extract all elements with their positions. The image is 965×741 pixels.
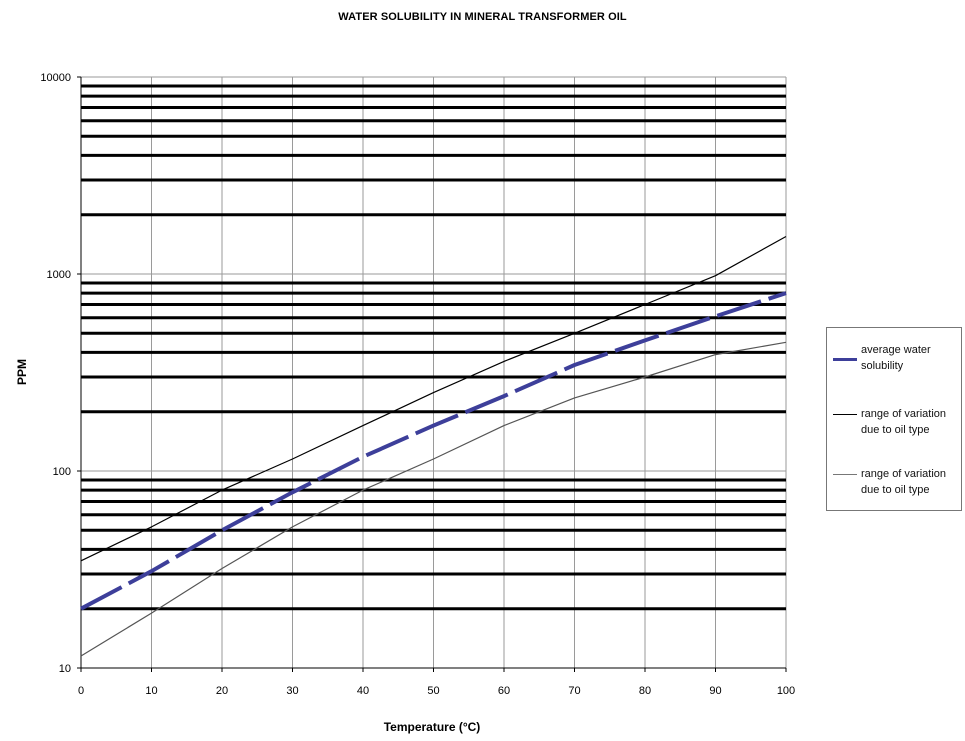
x-tick-label: 70 [568,685,580,697]
legend-swatch-range-upper [833,414,857,415]
x-tick-label: 60 [498,685,510,697]
plot-area: 0 10 20 30 40 50 60 70 80 90 100 10 100 1000 10000 [40,72,795,697]
chart-title: WATER SOLUBILITY IN MINERAL TRANSFORMER … [338,11,627,23]
series-line-range-lower [80,341,787,657]
series-line-average [80,291,787,611]
series-line-range-upper [80,235,787,562]
x-tick-label: 80 [639,685,651,697]
x-tick-label: 100 [777,685,795,697]
y-tick-label: 1000 [47,269,71,281]
y-tick-label: 100 [53,466,71,478]
legend-label-range-lower: range of variation due to oil type [861,468,946,496]
legend-label-average: average water solubility [861,344,931,372]
x-tick-label: 10 [145,685,157,697]
y-tick-label: 10 [59,663,71,675]
x-tick-label: 0 [78,685,84,697]
legend-label-range-upper: range of variation due to oil type [861,408,946,436]
legend: average water solubility range of variat… [826,327,962,511]
x-axis-label: Temperature (°C) [384,720,481,734]
legend-swatch-range-lower [833,474,857,475]
x-tick-label: 20 [216,685,228,697]
y-axis-label: PPM [15,359,29,385]
x-tick-label: 40 [357,685,369,697]
y-tick-label: 10000 [40,72,71,84]
x-tick-label: 90 [709,685,721,697]
legend-swatch-average [833,358,857,361]
x-tick-label: 30 [286,685,298,697]
x-tick-label: 50 [427,685,439,697]
